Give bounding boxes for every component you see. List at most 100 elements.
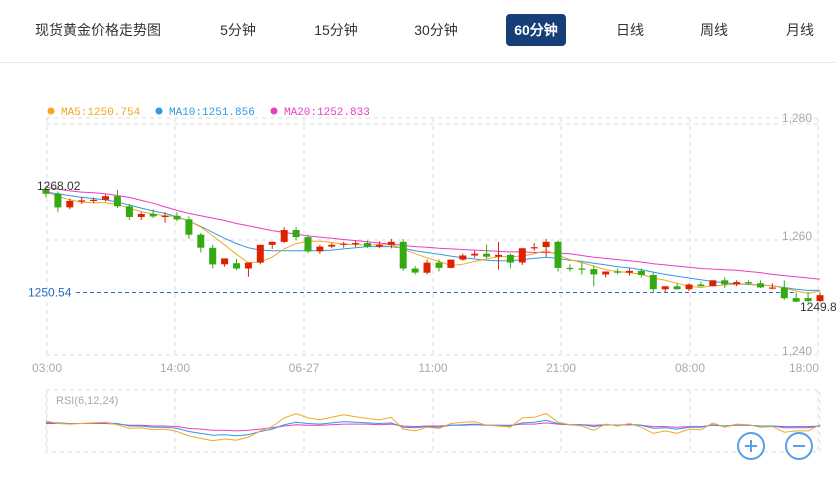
x-tick-label: 03:00: [32, 361, 62, 375]
tab-30min[interactable]: 30分钟: [414, 22, 458, 38]
tab-gold-spot-chart[interactable]: 现货黄金价格走势图: [35, 22, 161, 38]
candle-body: [661, 286, 669, 290]
rsi-lines: [45, 413, 821, 442]
x-tick-label: 11:00: [418, 361, 447, 375]
candle-body: [709, 280, 717, 287]
x-axis-ticks: 03:00 14:00 06-27 11:00 21:00 08:00 18:0…: [32, 361, 819, 375]
candle-body: [42, 189, 50, 194]
candle-body: [161, 215, 169, 217]
reference-price-label: 1250.54: [28, 286, 72, 300]
candle-body: [518, 248, 526, 263]
candle-body: [221, 258, 229, 265]
ma20-legend-label: MA20:1252.833: [284, 107, 370, 119]
ma20-line: [45, 186, 821, 280]
candle-body: [233, 263, 240, 269]
candlestick-series: [42, 186, 824, 303]
candle-body: [113, 196, 121, 207]
x-tick-label: 18:00: [789, 361, 819, 375]
candle-body: [637, 270, 645, 275]
candle-body: [268, 241, 276, 245]
candle-body: [280, 230, 288, 242]
x-tick-label: 21:00: [546, 361, 576, 375]
candle-body: [423, 262, 431, 273]
candle-body: [780, 287, 788, 299]
candle-body: [721, 280, 729, 285]
rsi12-line: [45, 419, 821, 437]
candle-body: [792, 298, 800, 302]
candle-body: [387, 241, 395, 245]
candle-body: [435, 262, 443, 268]
ma20-legend-dot: [270, 107, 278, 115]
candle-body: [733, 282, 741, 285]
candle-body: [697, 284, 705, 287]
candle-body: [90, 199, 98, 201]
candle-body: [530, 247, 538, 249]
candle-body: [626, 270, 633, 273]
candle-body: [614, 271, 622, 273]
tab-daily[interactable]: 日线: [616, 22, 644, 38]
tab-15min[interactable]: 15分钟: [314, 22, 358, 38]
candle-body: [137, 214, 145, 217]
rsi24-line: [46, 422, 821, 432]
zoom-in-icon: [745, 440, 757, 452]
last-price-label: 1249.8: [800, 300, 836, 314]
candle-body: [256, 244, 264, 263]
candle-body: [411, 268, 419, 273]
candle-body: [590, 269, 598, 275]
candle-body: [447, 259, 455, 268]
candle-body: [66, 200, 74, 208]
max-price-label: 1268.02: [37, 179, 81, 193]
candle-body: [364, 243, 371, 247]
candle-body: [375, 244, 383, 247]
candle-body: [602, 271, 610, 275]
candle-body: [578, 268, 586, 270]
x-tick-label: 08:00: [675, 361, 705, 375]
candle-body: [149, 214, 157, 217]
candle-body: [399, 241, 407, 269]
y-tick-label: 1,240: [782, 344, 812, 358]
candle-body: [649, 275, 657, 290]
candle-body: [673, 286, 681, 290]
candle-body: [566, 267, 574, 270]
candle-body: [340, 243, 348, 245]
ma10-legend-label: MA10:1251.856: [169, 107, 255, 119]
candle-body: [316, 246, 324, 252]
tab-weekly[interactable]: 周线: [700, 22, 728, 38]
candle-body: [328, 244, 336, 247]
candle-body: [197, 234, 205, 248]
tab-60min[interactable]: 60分钟: [506, 14, 566, 46]
candle-body: [542, 241, 550, 248]
y-tick-label: 1,280: [782, 111, 812, 125]
candle-body: [685, 284, 693, 290]
ma-legend: MA5:1250.754 MA10:1251.856 MA20:1252.833: [47, 107, 370, 119]
candle-body: [173, 215, 181, 220]
candle-body: [244, 262, 252, 269]
candle-body: [471, 253, 479, 256]
zoom-in-button[interactable]: [737, 432, 765, 460]
rsi-label: RSI(6,12,24): [56, 395, 118, 407]
chart-grid: [45, 117, 821, 453]
candle-body: [78, 200, 86, 202]
candle-body: [352, 243, 360, 245]
candle-body: [304, 237, 312, 252]
candle-body: [554, 241, 562, 268]
candle-body: [768, 287, 776, 289]
zoom-out-button[interactable]: [785, 432, 813, 460]
ma10-legend-dot: [155, 107, 163, 115]
ma5-legend-label: MA5:1250.754: [61, 107, 141, 119]
tab-5min[interactable]: 5分钟: [220, 22, 256, 38]
candle-body: [483, 253, 491, 257]
candle-body: [804, 298, 812, 302]
candle-body: [816, 295, 824, 302]
candle-body: [495, 254, 502, 257]
y-axis-ticks: 1,280 1,260 1,240: [782, 111, 812, 358]
ma5-legend-dot: [47, 107, 55, 115]
candle-body: [459, 255, 467, 260]
candle-body: [292, 230, 300, 238]
tab-monthly[interactable]: 月线: [786, 22, 814, 38]
gold-price-chart[interactable]: 1,280 1,260 1,240 03:00 14:00 06-27 11:0…: [0, 62, 836, 489]
x-tick-label: 06-27: [289, 361, 320, 375]
period-tab-bar: 现货黄金价格走势图 5分钟 15分钟 30分钟 60分钟 日线 周线 月线: [0, 0, 836, 63]
candle-body: [745, 282, 753, 284]
candle-body: [54, 193, 62, 208]
